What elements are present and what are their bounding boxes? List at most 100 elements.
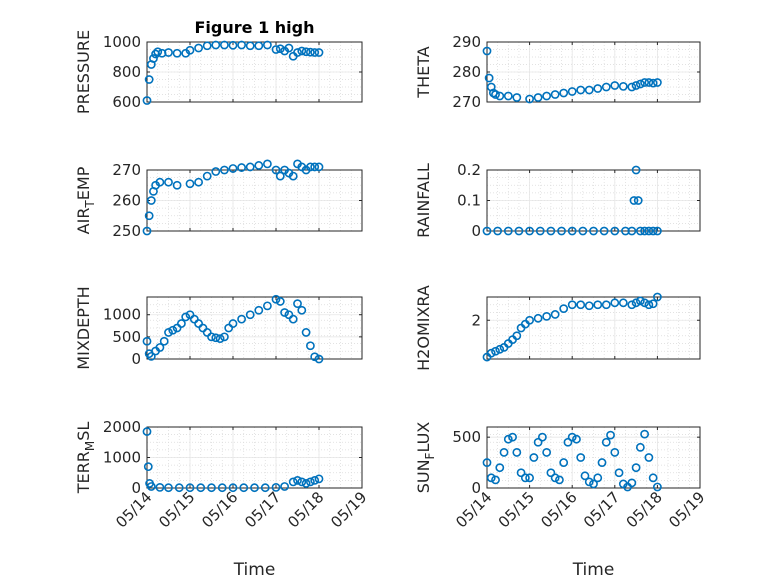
data-point xyxy=(146,482,156,491)
data-point xyxy=(635,226,645,236)
y-tick-label: 0 xyxy=(131,350,141,368)
data-point xyxy=(508,432,517,442)
data-point xyxy=(648,299,658,309)
y-tick-label: 290 xyxy=(452,33,481,51)
x-tick-label: 05/19 xyxy=(665,488,708,531)
data-point xyxy=(533,437,543,447)
data-point xyxy=(486,348,496,358)
data-point xyxy=(275,171,285,181)
y-tick-label: 1000 xyxy=(103,33,141,51)
data-point xyxy=(618,298,628,308)
data-point xyxy=(495,91,505,101)
data-point xyxy=(589,226,598,236)
data-point xyxy=(293,48,302,57)
data-point xyxy=(176,319,186,328)
data-point xyxy=(310,48,320,57)
data-point xyxy=(491,475,500,485)
data-point xyxy=(550,310,560,319)
data-point xyxy=(644,78,654,87)
data-point xyxy=(149,54,158,63)
y-axis-label: MIXDEPTH xyxy=(74,286,93,369)
data-point xyxy=(164,328,173,337)
data-point xyxy=(559,88,569,98)
data-point xyxy=(155,482,165,492)
data-point xyxy=(640,298,650,308)
x-tick-label: 05/18 xyxy=(284,488,327,531)
x-tick-label: 05/19 xyxy=(327,488,370,531)
data-point xyxy=(144,211,154,221)
data-point xyxy=(644,453,654,462)
data-point xyxy=(525,94,534,104)
data-point xyxy=(219,165,229,175)
y-tick-label: 0.1 xyxy=(457,192,481,210)
data-point xyxy=(593,300,603,310)
axes-panel-5: 0 500 1000 MIXDEPTH xyxy=(74,286,363,370)
y-axis-label: H2OMIXRA xyxy=(414,285,433,371)
y-tick-label: 0 xyxy=(471,479,481,497)
y-tick-label: 1000 xyxy=(103,449,141,467)
data-point xyxy=(168,325,178,335)
data-point xyxy=(237,163,246,172)
data-point xyxy=(155,343,165,352)
y-axis-label: SUNFLUX xyxy=(414,422,437,494)
data-point xyxy=(250,483,259,493)
axes-panel-6: 2 H2OMIXRA xyxy=(414,285,701,371)
data-point xyxy=(627,478,637,488)
data-point xyxy=(297,305,307,315)
data-point xyxy=(610,226,620,236)
data-point xyxy=(142,427,152,436)
data-point xyxy=(648,78,658,88)
data-point xyxy=(633,196,643,205)
data-point xyxy=(164,48,173,57)
data-point xyxy=(629,196,639,205)
data-point xyxy=(185,179,195,189)
data-point xyxy=(271,45,281,54)
data-point xyxy=(580,471,590,481)
data-point xyxy=(618,82,628,91)
y-tick-label: 0 xyxy=(131,479,141,497)
y-tick-label: 2000 xyxy=(103,418,141,436)
y-tick-label: 600 xyxy=(112,93,141,111)
data-point xyxy=(207,483,216,493)
y-axis-label: TERRMSL xyxy=(74,422,97,495)
y-tick-label: 0.2 xyxy=(457,161,481,179)
data-point xyxy=(202,41,212,51)
x-tick-label: 05/15 xyxy=(495,488,538,531)
data-point xyxy=(601,437,611,447)
x-tick-label: 05/16 xyxy=(198,488,241,531)
data-point xyxy=(567,87,577,96)
y-tick-label: 1000 xyxy=(103,306,141,324)
data-point xyxy=(593,473,603,483)
data-point xyxy=(174,483,184,493)
data-point xyxy=(542,311,552,321)
data-point xyxy=(576,453,586,462)
y-tick-label: 500 xyxy=(452,428,481,446)
data-point xyxy=(181,312,191,322)
axes-panel-1: 600 800 1000 PRESSURE Figure 1 high xyxy=(74,18,363,114)
data-point xyxy=(550,90,560,99)
data-point xyxy=(164,177,173,187)
data-point xyxy=(640,429,650,439)
data-point xyxy=(146,351,156,361)
axes-panel-3: 250 260 270 AIRTEMP xyxy=(74,159,363,240)
y-tick-label: 270 xyxy=(452,93,481,111)
data-point xyxy=(254,41,264,51)
data-point xyxy=(557,226,566,236)
data-point xyxy=(310,352,320,362)
data-point xyxy=(525,226,534,236)
data-point xyxy=(572,434,581,444)
data-point xyxy=(202,328,212,337)
data-point xyxy=(546,468,556,478)
x-tick-label: 05/18 xyxy=(623,488,666,531)
data-point xyxy=(578,226,588,236)
data-point xyxy=(648,473,658,483)
data-point xyxy=(627,226,637,236)
data-point xyxy=(159,336,169,346)
x-tick-label: 05/16 xyxy=(537,488,580,531)
data-point xyxy=(288,477,298,487)
data-point xyxy=(512,331,522,341)
data-point xyxy=(491,346,500,356)
y-tick-label: 280 xyxy=(452,63,481,81)
data-point xyxy=(310,162,320,172)
data-point xyxy=(606,430,615,440)
